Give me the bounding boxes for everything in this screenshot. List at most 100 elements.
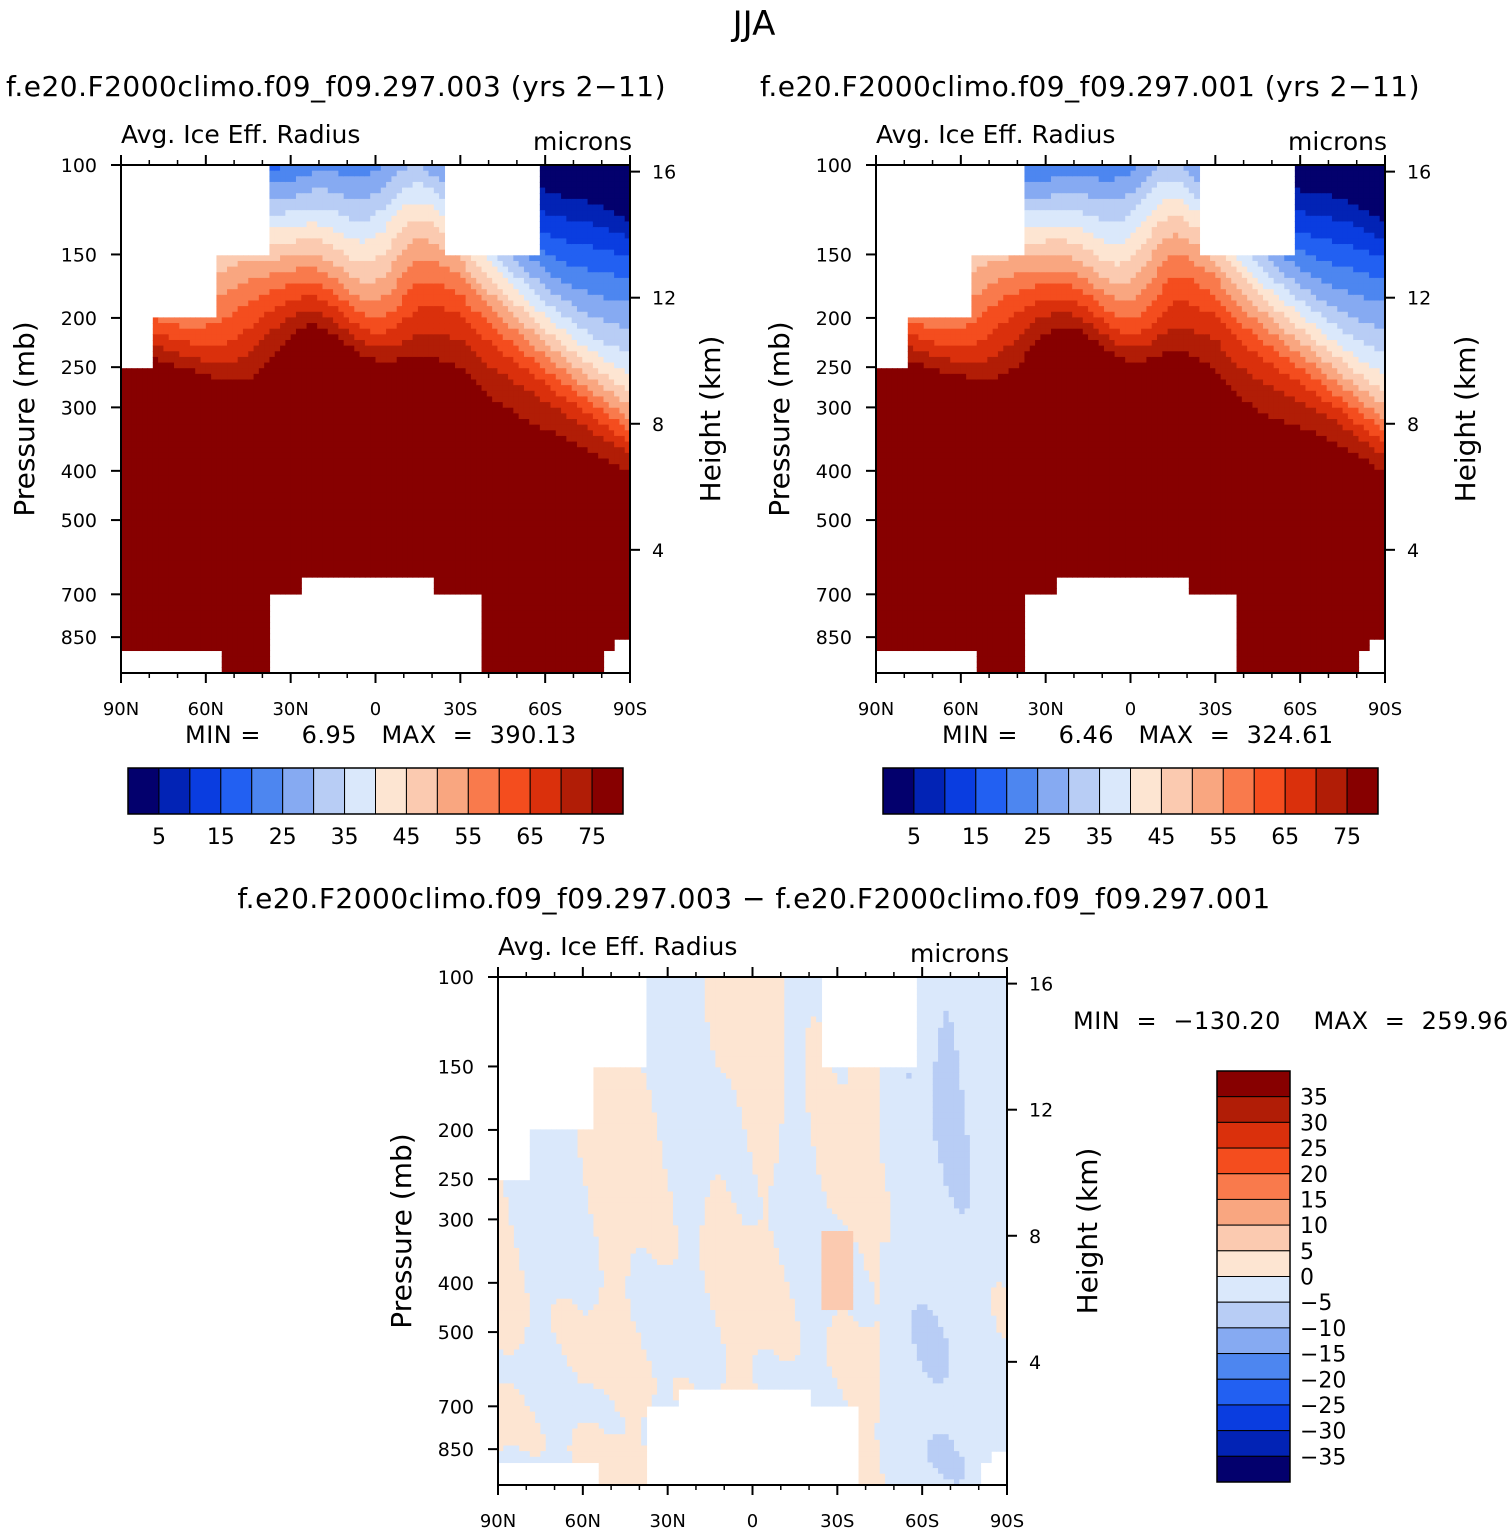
field-cell	[450, 425, 456, 431]
field-cell	[492, 622, 498, 628]
field-cell	[413, 227, 419, 233]
field-cell	[423, 515, 429, 521]
field-cell	[376, 278, 382, 284]
field-cell	[238, 379, 244, 385]
field-cell	[482, 639, 488, 645]
field-cell	[450, 267, 456, 273]
field-cell	[376, 295, 382, 301]
field-cell	[450, 509, 456, 515]
field-cell	[254, 656, 260, 662]
field-cell	[391, 436, 397, 442]
field-cell	[370, 515, 376, 521]
field-cell	[291, 498, 297, 504]
field-cell	[482, 284, 488, 290]
field-cell	[148, 379, 154, 385]
field-cell	[285, 526, 291, 532]
field-cell	[365, 425, 371, 431]
field-cell	[264, 549, 270, 555]
field-cell	[397, 306, 403, 312]
field-cell	[222, 566, 228, 572]
field-cell	[407, 284, 413, 290]
field-cell	[243, 295, 249, 301]
field-cell	[360, 346, 366, 352]
field-cell	[280, 289, 286, 295]
field-cell	[354, 413, 360, 419]
field-cell	[280, 487, 286, 493]
field-cell	[482, 459, 488, 465]
field-cell	[376, 379, 382, 385]
field-cell	[169, 334, 175, 340]
field-cell	[126, 487, 132, 493]
field-cell	[487, 379, 493, 385]
field-cell	[338, 261, 344, 267]
field-cell	[503, 272, 509, 278]
field-cell	[126, 639, 132, 645]
field-cell	[370, 250, 376, 256]
field-cell	[307, 193, 313, 199]
field-cell	[238, 611, 244, 617]
field-cell	[455, 504, 461, 510]
field-cell	[370, 532, 376, 538]
field-cell	[248, 453, 254, 459]
field-cell	[455, 481, 461, 487]
field-cell	[291, 188, 297, 194]
field-cell	[381, 481, 387, 487]
field-cell	[439, 588, 445, 594]
field-cell	[280, 346, 286, 352]
field-cell	[158, 396, 164, 402]
field-cell	[264, 617, 270, 623]
field-cell	[142, 600, 148, 606]
field-cell	[254, 295, 260, 301]
field-cell	[291, 278, 297, 284]
field-cell	[264, 368, 270, 374]
field-cell	[296, 272, 302, 278]
field-cell	[264, 329, 270, 335]
field-cell	[142, 532, 148, 538]
field-cell	[476, 554, 482, 560]
field-cell	[206, 368, 212, 374]
field-cell	[444, 566, 450, 572]
field-cell	[391, 368, 397, 374]
field-cell	[201, 532, 207, 538]
field-cell	[206, 329, 212, 335]
field-cell	[148, 617, 154, 623]
field-cell	[142, 504, 148, 510]
field-cell	[285, 560, 291, 566]
field-cell	[386, 515, 392, 521]
field-cell	[413, 188, 419, 194]
field-cell	[376, 385, 382, 391]
field-cell	[291, 346, 297, 352]
field-cell	[132, 379, 138, 385]
field-cell	[211, 639, 217, 645]
field-cell	[370, 447, 376, 453]
field-cell	[328, 188, 334, 194]
field-cell	[413, 566, 419, 572]
field-cell	[487, 453, 493, 459]
field-cell	[248, 639, 254, 645]
field-cell	[349, 554, 355, 560]
field-cell	[285, 515, 291, 521]
field-cell	[232, 611, 238, 617]
field-cell	[317, 379, 323, 385]
field-cell	[482, 538, 488, 544]
field-cell	[444, 487, 450, 493]
field-cell	[503, 453, 509, 459]
field-cell	[280, 300, 286, 306]
field-cell	[211, 633, 217, 639]
field-cell	[291, 492, 297, 498]
field-cell	[317, 430, 323, 436]
field-cell	[179, 566, 185, 572]
field-cell	[402, 413, 408, 419]
field-cell	[179, 639, 185, 645]
field-cell	[169, 566, 175, 572]
field-cell	[185, 617, 191, 623]
field-cell	[418, 334, 424, 340]
field-cell	[301, 255, 307, 261]
field-cell	[137, 447, 143, 453]
field-cell	[407, 374, 413, 380]
field-cell	[169, 379, 175, 385]
field-cell	[455, 374, 461, 380]
field-cell	[360, 526, 366, 532]
field-cell	[434, 588, 440, 594]
field-cell	[317, 176, 323, 182]
